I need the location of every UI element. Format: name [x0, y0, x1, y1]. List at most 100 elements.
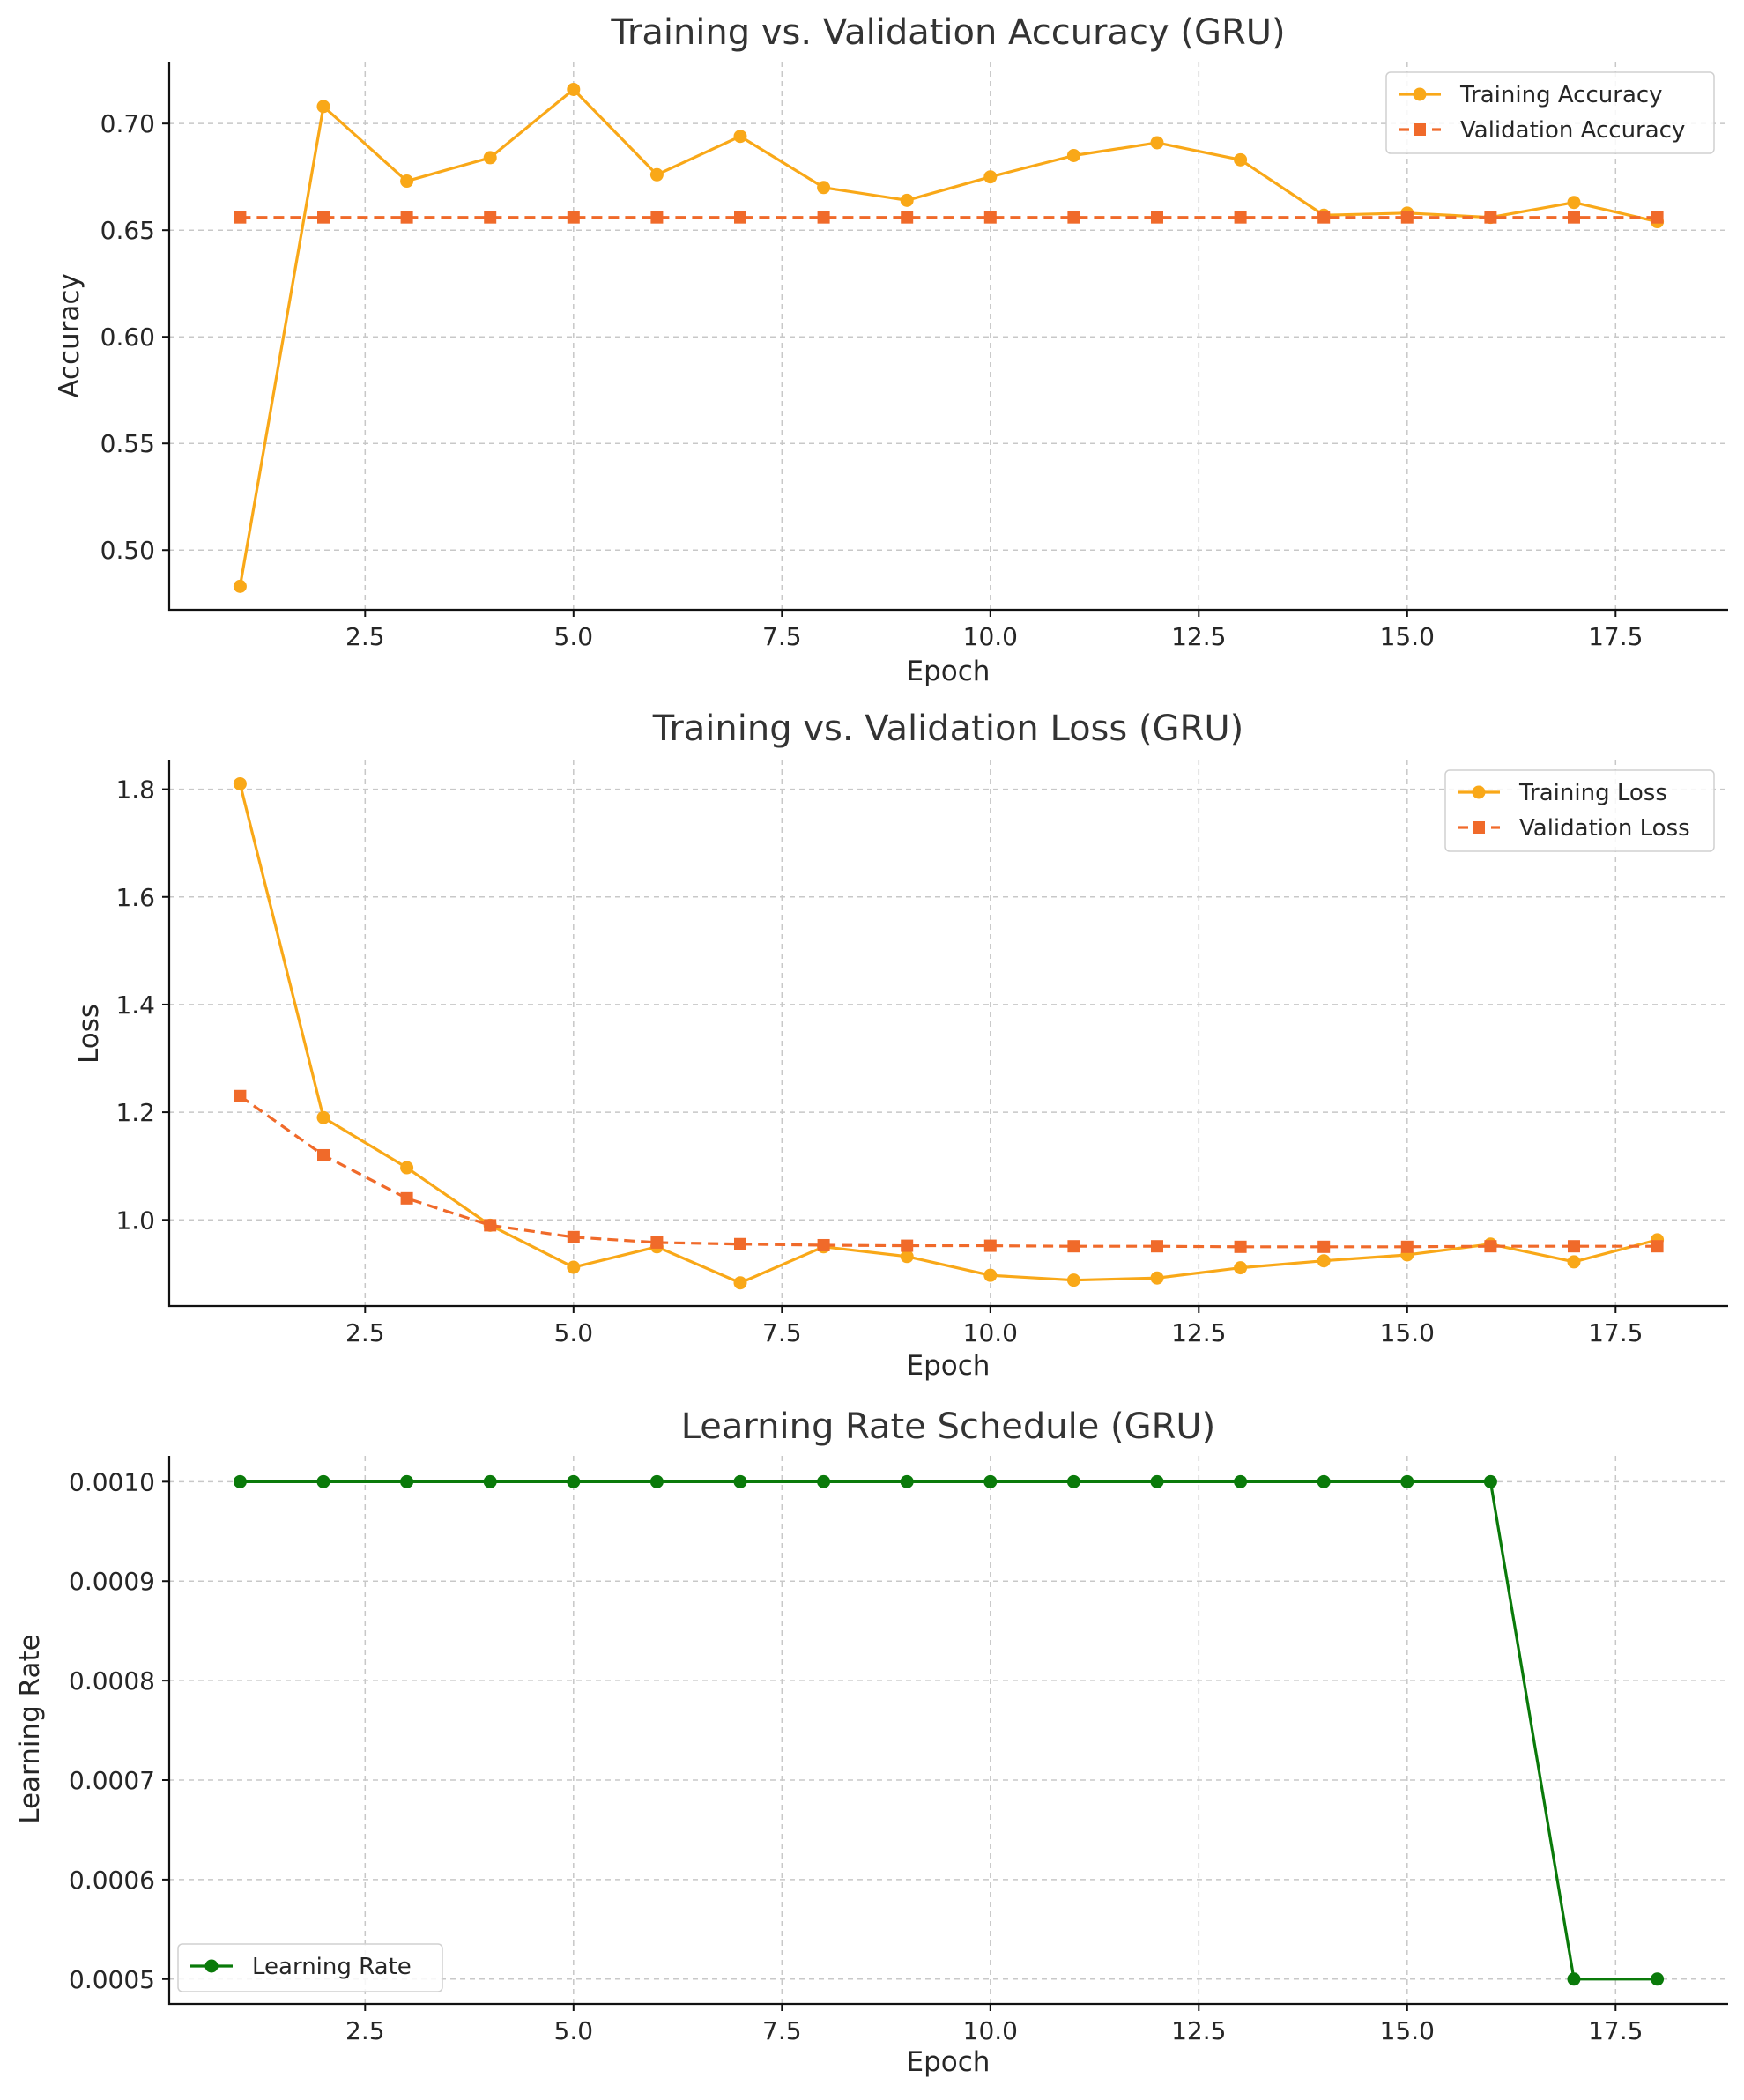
data-point [817, 1238, 830, 1251]
legend-swatch-marker [1413, 87, 1427, 101]
data-point [983, 170, 998, 184]
data-point [1234, 1474, 1248, 1488]
data-point [233, 1474, 247, 1488]
x-tick-label: 17.5 [1588, 2016, 1643, 2045]
legend-label: Validation Accuracy [1460, 117, 1685, 144]
data-point [1150, 211, 1163, 224]
data-point [1234, 1240, 1247, 1253]
legend: Training Accuracy Validation Accuracy [1385, 71, 1715, 154]
data-point [734, 1237, 747, 1250]
data-point [1651, 1972, 1665, 1986]
data-point [650, 1236, 664, 1249]
x-tick-label: 5.0 [554, 1318, 594, 1347]
legend-label: Learning Rate [252, 1954, 412, 1980]
data-point [1234, 211, 1247, 224]
data-point [1317, 1254, 1331, 1268]
data-point [483, 151, 497, 165]
data-point [1483, 1474, 1497, 1488]
data-point [1567, 196, 1581, 210]
legend-swatch-marker [1473, 821, 1485, 834]
axis-spines [167, 1456, 1728, 2006]
data-point [1651, 1240, 1664, 1253]
legend-label: Validation Loss [1519, 815, 1690, 842]
x-tick-label: 15.0 [1380, 622, 1435, 651]
data-point [484, 1219, 497, 1232]
chart-title: Learning Rate Schedule (GRU) [681, 1406, 1216, 1447]
data-point [649, 1474, 664, 1488]
axis-spines [167, 760, 1728, 1308]
data-point [234, 1089, 247, 1102]
legend-box [1385, 71, 1715, 154]
data-point [817, 181, 831, 195]
y-axis-label: Accuracy [54, 273, 85, 398]
x-tick-label: 10.0 [963, 2016, 1018, 2045]
x-tick-label: 5.0 [554, 622, 594, 651]
data-point [317, 1148, 330, 1161]
legend-item: Learning Rate [190, 1954, 412, 1980]
data-point [1567, 1972, 1581, 1986]
data-point [484, 211, 497, 224]
data-point [1651, 211, 1664, 224]
y-tick-label: 0.0010 [69, 1467, 155, 1496]
legend-item: Training Loss [1458, 780, 1667, 806]
data-point [1234, 152, 1248, 167]
data-point [983, 1268, 998, 1282]
chart-title: Training vs. Validation Loss (GRU) [652, 709, 1243, 749]
chart-title: Training vs. Validation Accuracy (GRU) [610, 12, 1285, 53]
y-tick-label: 0.65 [100, 216, 155, 245]
y-tick-label: 1.0 [115, 1206, 155, 1235]
legend-label: Training Loss [1518, 780, 1667, 806]
data-point [734, 211, 747, 224]
data-point [1317, 1240, 1331, 1253]
data-point [400, 174, 414, 189]
data-point [817, 1474, 831, 1488]
data-point [567, 82, 581, 96]
x-tick-label: 12.5 [1171, 1318, 1226, 1347]
y-tick-label: 0.0008 [69, 1666, 155, 1696]
y-axis-label: Loss [73, 1004, 105, 1064]
x-axis-label: Epoch [907, 656, 991, 687]
data-point [1567, 1255, 1581, 1269]
data-point [233, 579, 247, 593]
x-tick-label: 12.5 [1171, 2016, 1226, 2045]
x-tick-label: 2.5 [345, 2016, 385, 2045]
data-point [1567, 1240, 1580, 1253]
x-tick-label: 15.0 [1380, 2016, 1435, 2045]
legend-box [177, 1943, 443, 1992]
x-tick-label: 5.0 [554, 2016, 594, 2045]
data-point [1317, 1474, 1331, 1488]
x-axis-label: Epoch [907, 2046, 991, 2078]
data-point [1067, 1240, 1080, 1253]
y-tick-label: 0.0006 [69, 1866, 155, 1895]
data-point [733, 1276, 747, 1290]
accuracy-chart: Training vs. Validation Accuracy (GRU) E… [54, 12, 1728, 687]
y-tick-label: 0.0009 [69, 1567, 155, 1596]
data-point [1150, 1271, 1164, 1285]
data-point [1400, 1474, 1414, 1488]
data-point [901, 1239, 914, 1252]
data-point [1066, 148, 1080, 162]
data-point [400, 211, 413, 224]
axis-spines [167, 62, 1728, 612]
data-point [1484, 1240, 1497, 1253]
axis-ticks: 2.5 5.0 7.5 10.0 12.5 15.0 17.5 0.0005 0.0006 0.0… [69, 1467, 1643, 2045]
data-point [1567, 211, 1580, 224]
x-tick-label: 10.0 [963, 622, 1018, 651]
data-point [1150, 1240, 1163, 1253]
data-point [649, 167, 664, 182]
data-point [233, 776, 247, 790]
data-point [400, 1161, 414, 1175]
loss-chart: Training vs. Validation Loss (GRU) Epoch… [73, 709, 1728, 1382]
data-point [483, 1474, 497, 1488]
data-point [733, 1474, 747, 1488]
data-point [1317, 211, 1331, 224]
y-tick-label: 1.2 [115, 1098, 155, 1127]
data-point [1484, 211, 1497, 224]
data-point [400, 1191, 413, 1205]
data-point [650, 211, 664, 224]
axis-ticks: 2.5 5.0 7.5 10.0 12.5 15.0 17.5 0.50 0.55 0.60 0.6… [100, 109, 1644, 651]
y-tick-label: 1.6 [115, 883, 155, 912]
data-point [1066, 1474, 1080, 1488]
x-tick-label: 7.5 [762, 1318, 802, 1347]
